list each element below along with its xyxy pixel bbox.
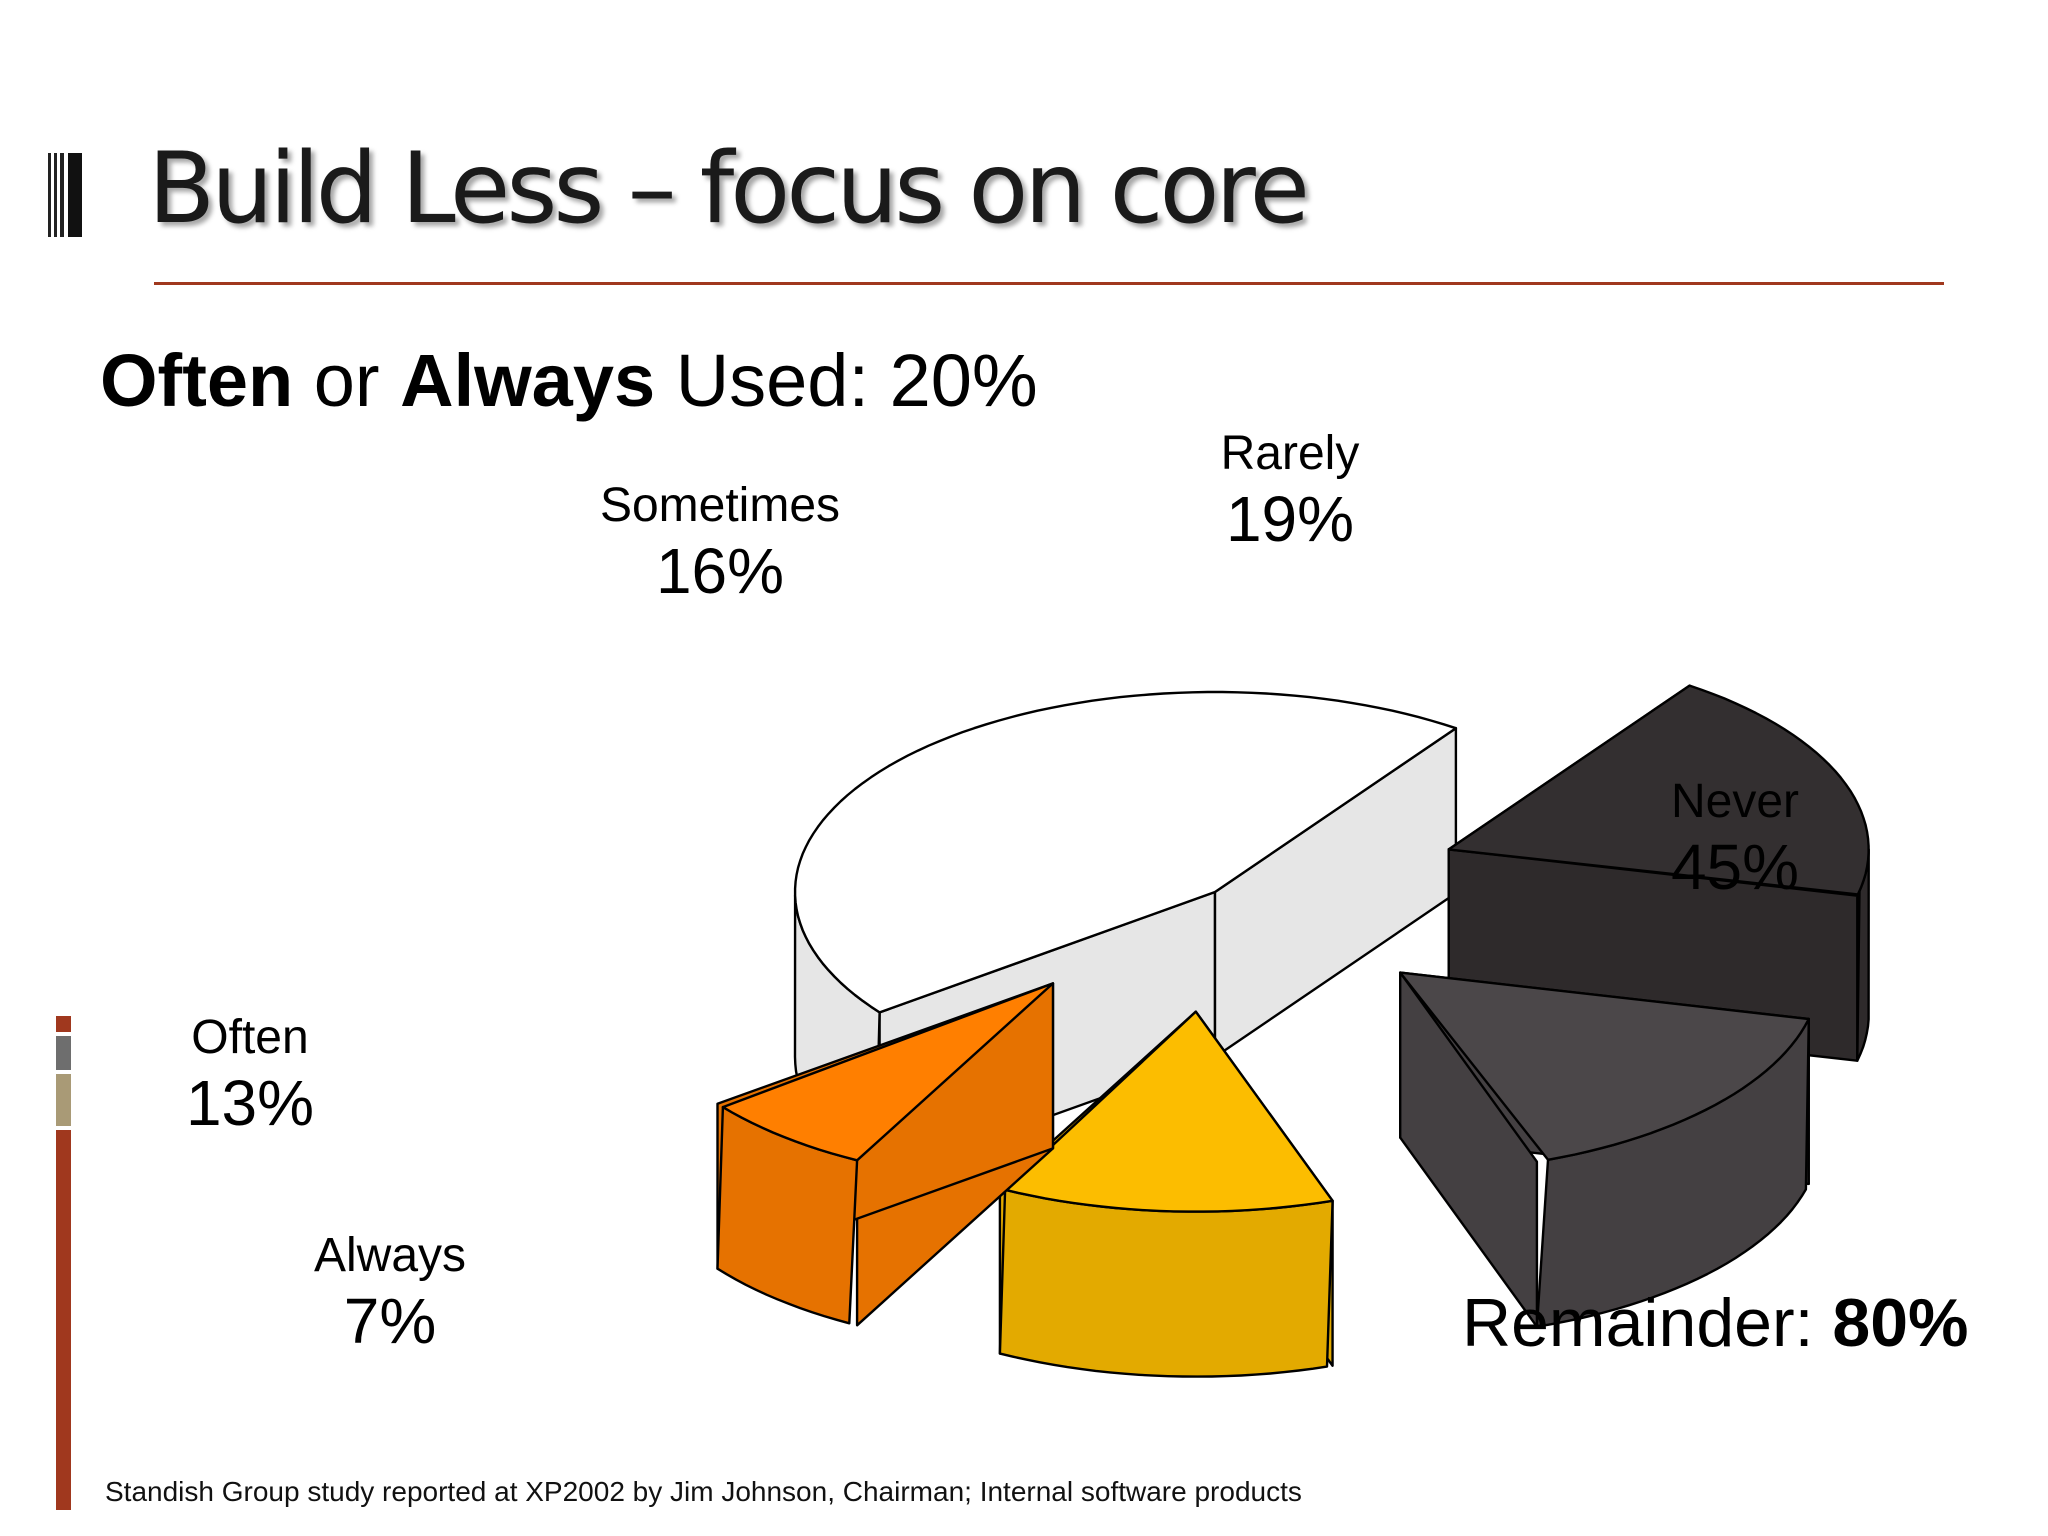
slice-often-top [1003, 1010, 1334, 1213]
label-sometimes: Sometimes 16% [580, 479, 860, 610]
title-rule [154, 282, 1944, 285]
label-always-name: Always [313, 1229, 467, 1282]
label-never-name: Never [1670, 775, 1800, 828]
label-never: Never 45% [1630, 775, 1840, 906]
slice-sometimes [1399, 971, 1810, 1328]
subtitle-or: or [293, 339, 401, 422]
label-rarely-name: Rarely [1220, 427, 1360, 480]
label-often-name: Often [191, 1011, 309, 1064]
remainder-label: Remainder: [1462, 1285, 1833, 1361]
subtitle-used: Used: 20% [655, 339, 1038, 422]
accent-bar-top [56, 1016, 71, 1032]
label-often: Often 13% [150, 1011, 350, 1142]
remainder-text: Remainder: 80% [1462, 1284, 1969, 1362]
slice-never-top [793, 690, 1458, 1014]
label-never-value: 45% [1670, 830, 1800, 903]
label-sometimes-value: 16% [655, 534, 785, 607]
slice-often-rim [998, 1188, 1334, 1378]
label-rarely: Rarely 19% [1180, 427, 1400, 558]
title-bullet-icon [48, 153, 82, 237]
remainder-value: 80% [1832, 1285, 1969, 1361]
accent-bar-tan [56, 1074, 71, 1126]
accent-bar-main [56, 1130, 71, 1510]
subtitle-often: Often [100, 339, 294, 422]
label-rarely-value: 19% [1225, 482, 1355, 555]
slice-sometimes-top [1399, 971, 1810, 1161]
chart-subtitle: Often or Always Used: 20% [100, 338, 1038, 423]
slice-rarely [1447, 684, 1870, 1062]
slice-often [998, 1010, 1334, 1378]
label-often-value: 13% [185, 1066, 315, 1139]
accent-bar-gray [56, 1036, 71, 1070]
slice-always [716, 982, 1055, 1327]
slide-title: Build Less – focus on core [148, 132, 1310, 246]
subtitle-always: Always [400, 339, 656, 422]
label-sometimes-name: Sometimes [599, 479, 841, 532]
label-always: Always 7% [290, 1229, 490, 1360]
label-always-value: 7% [343, 1284, 437, 1357]
slice-rarely-top [1447, 684, 1870, 896]
source-footnote: Standish Group study reported at XP2002 … [105, 1476, 1302, 1507]
slice-always-top [721, 982, 1055, 1162]
